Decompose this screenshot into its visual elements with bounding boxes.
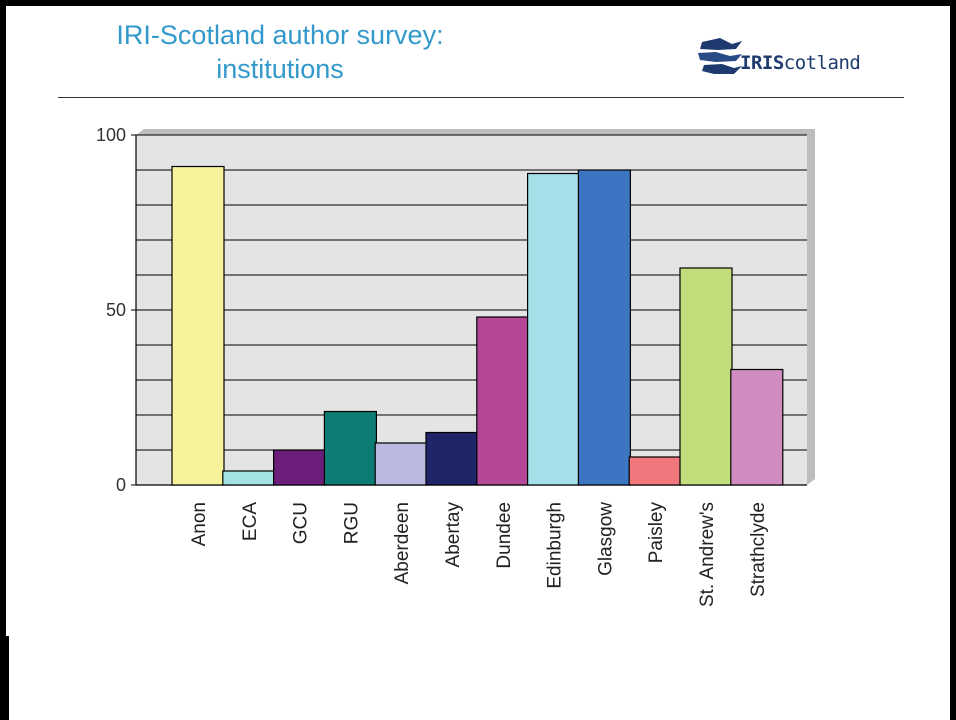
x-category-label: Glasgow [595,502,616,576]
bar-aberdeen [374,442,428,486]
x-category-label: Edinburgh [545,502,566,589]
slide-title-line-1: IRI-Scotland author survey: [116,20,444,50]
bar-st-andrew-s [679,267,733,486]
x-category-label: St. Andrew's [697,502,718,607]
x-category-label: RGU [341,502,362,544]
x-category-label: ECA [240,502,261,541]
iriscotland-logo: IRIScotland [696,36,911,86]
x-category-label: Dundee [494,502,515,569]
x-category-label: Paisley [646,502,667,564]
x-category-label: Aberdeen [392,502,413,584]
bar-glasgow [577,169,632,486]
x-category-label: Anon [189,502,210,546]
slide-title-line-2: institutions [216,54,344,84]
y-tick-label: 50 [106,300,126,320]
bar-dundee [476,316,530,486]
y-tick-label: 100 [96,125,126,145]
bar-rgu [323,410,377,486]
bar-eca [222,470,276,486]
y-tick-label: 0 [116,475,126,495]
x-category-label: Strathclyde [748,502,769,597]
logo-wordmark-rest: cotland [783,52,861,74]
bar-abertay [425,431,479,486]
title-divider [58,97,904,98]
frame-right-border [950,6,956,720]
frame-left-border-lower [6,636,9,720]
bar-strathclyde [730,368,784,486]
frame-left-border [0,0,6,720]
logo-wordmark: IRIScotland [740,52,861,74]
x-category-label: GCU [291,502,312,544]
frame-top-border [0,0,956,6]
bar-gcu [273,449,327,486]
logo-wordmark-bold: IRIS [740,52,784,74]
stacked-arrows-logo-icon [698,38,742,74]
bar-anon [171,165,225,486]
slide-title: IRI-Scotland author survey: institutions [40,18,520,86]
bar-paisley [628,456,682,486]
bar-edinburgh [526,172,581,486]
x-category-label: Abertay [443,502,464,568]
